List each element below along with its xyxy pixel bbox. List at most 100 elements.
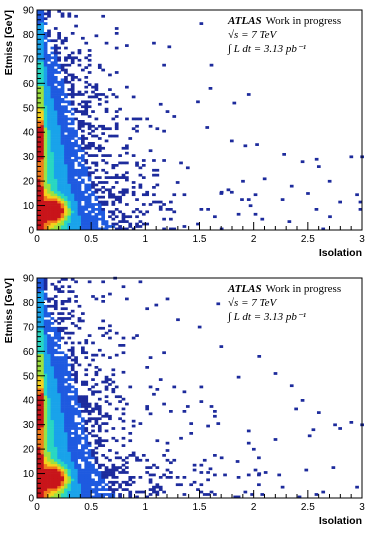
heatmap-cell: [40, 95, 45, 99]
heatmap-cell: [67, 468, 72, 472]
heatmap-cell: [43, 490, 48, 494]
heatmap-cell: [40, 356, 45, 359]
heatmap-cell: [135, 198, 139, 201]
y-tick-label: 50: [23, 103, 35, 114]
heatmap-cell: [53, 71, 58, 74]
heatmap-cell: [64, 127, 68, 131]
heatmap-cell: [43, 439, 48, 443]
heatmap-cell: [128, 478, 133, 482]
heatmap-cell: [40, 449, 45, 452]
heatmap-cell: [74, 444, 78, 447]
heatmap-cell: [60, 168, 65, 172]
heatmap-cell: [60, 444, 65, 447]
heatmap-cell: [114, 480, 119, 484]
heatmap-cell: [97, 407, 102, 411]
heatmap-cell: [57, 375, 61, 379]
heatmap-cell: [248, 204, 253, 208]
heatmap-cell: [50, 388, 55, 391]
heatmap-cell: [60, 495, 65, 499]
heatmap-cell: [91, 478, 95, 482]
heatmap-cell: [50, 198, 55, 201]
heatmap-cell: [81, 485, 85, 489]
heatmap-cell: [60, 183, 65, 187]
heatmap-cell: [47, 10, 51, 13]
heatmap-cell: [84, 427, 89, 430]
heatmap-cell: [104, 380, 109, 384]
heatmap-cell: [64, 471, 68, 474]
heatmap-cell: [67, 414, 72, 418]
heatmap-cell: [40, 151, 45, 155]
heatmap-cell: [64, 124, 68, 128]
heatmap-cell: [37, 422, 41, 425]
heatmap-cell: [94, 83, 99, 87]
heatmap-cell: [108, 378, 112, 381]
heatmap-cell: [74, 107, 78, 111]
heatmap-cell: [40, 102, 45, 106]
heatmap-cell: [101, 220, 106, 223]
heatmap-cell: [37, 451, 41, 455]
heatmap-cell: [145, 117, 150, 121]
heatmap-cell: [236, 495, 241, 499]
heatmap-cell: [108, 471, 112, 474]
heatmap-cell: [148, 203, 153, 206]
heatmap-cell: [50, 171, 55, 175]
heatmap-cell: [57, 480, 61, 484]
heatmap-cell: [60, 419, 65, 423]
heatmap-cell: [53, 44, 58, 47]
heatmap-cell: [37, 188, 41, 192]
heatmap-cell: [57, 417, 61, 421]
heatmap-cell: [118, 176, 122, 179]
heatmap-cell: [40, 193, 45, 197]
heatmap-cell: [70, 436, 75, 440]
heatmap-cell: [87, 58, 92, 62]
heatmap-cell: [43, 456, 48, 460]
heatmap-cell: [40, 334, 45, 337]
heatmap-cell: [81, 215, 85, 219]
heatmap-cell: [81, 427, 85, 430]
y-tick-label: 30: [23, 152, 35, 163]
heatmap-cell: [53, 390, 58, 394]
heatmap-cell: [135, 215, 139, 219]
heatmap-cell: [128, 490, 133, 494]
heatmap-cell: [53, 378, 58, 381]
heatmap-cell: [64, 427, 68, 430]
heatmap-cell: [50, 488, 55, 491]
heatmap-cell: [43, 400, 48, 403]
heatmap-cell: [40, 488, 45, 491]
heatmap-cell: [43, 188, 48, 192]
heatmap-cell: [60, 363, 65, 367]
heatmap-cell: [40, 312, 45, 315]
heatmap-cell: [125, 456, 129, 460]
heatmap-cell: [77, 195, 82, 199]
heatmap-cell: [64, 212, 68, 216]
heatmap-cell: [64, 397, 68, 401]
heatmap-cell: [60, 98, 65, 101]
heatmap-cell: [57, 370, 61, 374]
heatmap-cell: [233, 495, 238, 499]
heatmap-cell: [37, 463, 41, 467]
heatmap-cell: [155, 388, 160, 391]
heatmap-cell: [67, 432, 72, 435]
heatmap-cell: [50, 173, 55, 177]
heatmap-cell: [47, 71, 51, 74]
heatmap-cell: [118, 485, 122, 489]
heatmap-cell: [111, 222, 116, 226]
heatmap-cell: [57, 312, 61, 315]
heatmap-cell: [84, 436, 89, 440]
heatmap-cell: [60, 388, 65, 391]
heatmap-cell: [94, 217, 99, 221]
heatmap-cell: [77, 63, 82, 67]
heatmap-cell: [60, 78, 65, 82]
heatmap-cell: [87, 124, 92, 128]
heatmap-cell: [104, 400, 109, 403]
heatmap-cell: [53, 466, 58, 469]
heatmap-cell: [64, 412, 68, 416]
heatmap-cell: [57, 168, 61, 172]
heatmap-cell: [114, 439, 119, 443]
heatmap-cell: [114, 95, 119, 99]
heatmap-cell: [64, 134, 68, 138]
heatmap-cell: [74, 436, 78, 440]
heatmap-cell: [40, 27, 45, 30]
heatmap-cell: [206, 493, 210, 496]
heatmap-cell: [81, 198, 85, 201]
